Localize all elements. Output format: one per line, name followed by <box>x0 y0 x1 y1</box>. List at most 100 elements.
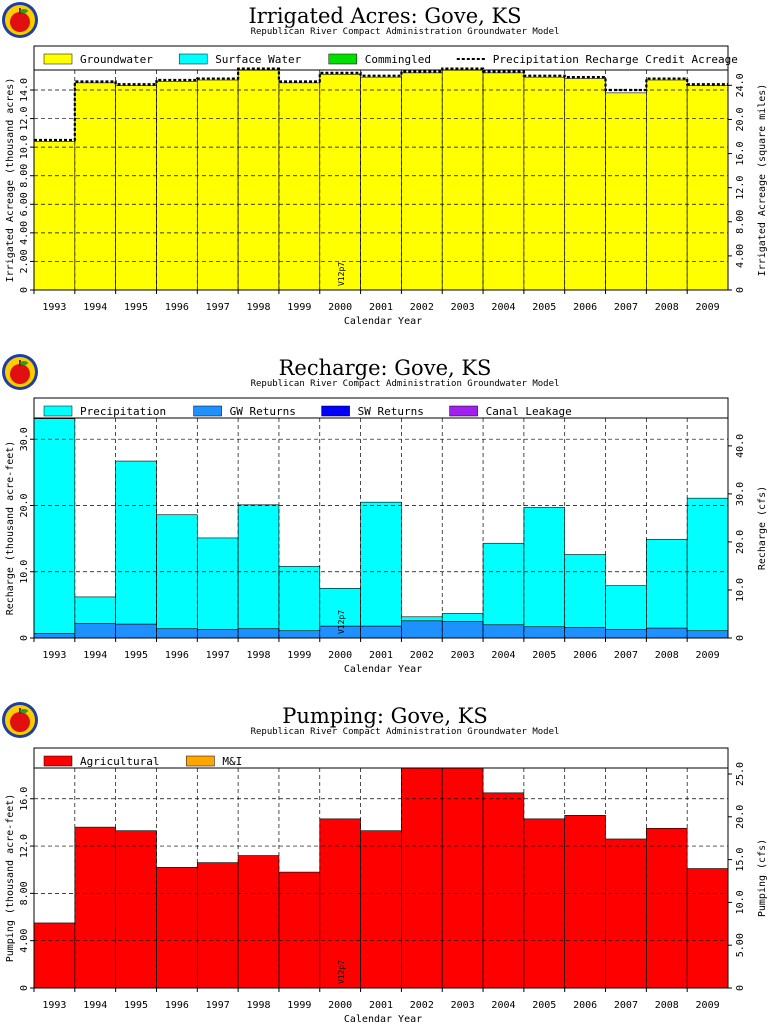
bar-segment <box>33 922 76 989</box>
x-tick-label: 1995 <box>124 1000 148 1011</box>
x-tick-label: 2006 <box>573 650 597 661</box>
y-tick-label-right: 40.0 <box>735 434 746 458</box>
x-tick-label: 2003 <box>451 302 475 313</box>
x-tick-label: 1997 <box>206 302 230 313</box>
bar-segment <box>401 616 443 622</box>
x-tick-label: 1999 <box>287 1000 311 1011</box>
bar-segment <box>278 82 321 291</box>
bar-segment <box>360 501 402 627</box>
bar-segment <box>646 538 688 629</box>
bar-segment <box>441 69 484 291</box>
bar-segment <box>605 838 647 989</box>
chart-subtitle: Republican River Compact Administration … <box>251 727 560 737</box>
plot-area <box>34 768 728 988</box>
bar-segment <box>564 554 606 628</box>
x-tick-label: 2003 <box>451 1000 475 1011</box>
apple-logo-icon <box>2 354 38 390</box>
y-tick-label: 30.0 <box>19 427 30 451</box>
legend-label: Agricultural <box>80 755 159 768</box>
legend-label: GW Returns <box>230 405 296 418</box>
x-tick-label: 1998 <box>246 302 270 313</box>
legend-swatch <box>321 405 350 417</box>
y-tick-label: 8.00 <box>19 164 30 188</box>
x-tick-label: 1995 <box>124 302 148 313</box>
bar-segment <box>319 588 361 627</box>
bar-segment <box>441 621 484 639</box>
x-tick-label: 2009 <box>696 650 720 661</box>
y-tick-label-right: 20.0 <box>735 530 746 554</box>
x-tick-label: 1996 <box>165 650 189 661</box>
y-tick-label: 12.0 <box>19 107 30 131</box>
x-tick-label: 2008 <box>655 650 679 661</box>
y-tick-label-right: 8.00 <box>735 210 746 234</box>
legend-label: Surface Water <box>215 53 301 66</box>
bar-segment <box>156 628 198 639</box>
legend-box <box>33 45 729 71</box>
bar-segment <box>278 871 321 989</box>
bar-segment <box>523 626 566 639</box>
bar-segment <box>237 69 280 291</box>
x-tick-label: 2005 <box>532 650 556 661</box>
x-tick-label: 2000 <box>328 302 352 313</box>
y-tick-label: 6.00 <box>19 192 30 216</box>
bar-segment <box>196 79 239 291</box>
bar-segment <box>564 815 606 989</box>
x-tick-label: 2001 <box>369 1000 393 1011</box>
bar-segment <box>360 830 402 989</box>
x-tick-label: 1998 <box>246 650 270 661</box>
legend-swatch <box>43 755 73 767</box>
chart-title: Pumping: Gove, KS <box>282 704 488 728</box>
bar-segment <box>482 542 525 626</box>
y-axis-label-right: Irrigated Acreage (square miles) <box>757 84 768 277</box>
y-axis-label: Irrigated Acreage (thousand acres) <box>5 78 16 283</box>
plot-frame <box>33 417 729 639</box>
x-tick-label: 2002 <box>410 650 434 661</box>
bar-segment <box>115 830 157 989</box>
bar-segment <box>686 630 729 639</box>
chart-subtitle: Republican River Compact Administration … <box>251 379 560 389</box>
bar-segment <box>401 620 443 639</box>
bar-segment <box>646 79 688 291</box>
y-axis-label: Pumping (thousand acre-feet) <box>5 794 16 963</box>
y-tick-label-right: 25.0 <box>735 762 746 786</box>
x-tick-label: 1999 <box>287 650 311 661</box>
bar-segment <box>686 868 729 989</box>
bar-segment <box>482 72 525 291</box>
legend-box <box>33 747 729 769</box>
y-tick-label-right: 15.0 <box>735 848 746 872</box>
y-tick-label-right: 4.00 <box>735 244 746 268</box>
x-tick-label: 2000 <box>328 650 352 661</box>
apple-logo-icon <box>2 2 38 38</box>
bar-segment <box>646 627 688 639</box>
bar-segment <box>319 818 361 989</box>
legend-box <box>33 397 729 419</box>
x-tick-label: 2008 <box>655 302 679 313</box>
y-tick-label-right: 24.0 <box>735 73 746 97</box>
x-tick-label: 1993 <box>42 650 66 661</box>
bar-segment <box>156 867 198 989</box>
y-tick-label-right: 0 <box>735 635 746 641</box>
y-tick-label: 4.00 <box>19 221 30 245</box>
bar-segment <box>115 623 157 639</box>
y-tick-label: 0 <box>19 985 30 991</box>
bar-segment <box>278 630 321 639</box>
y-tick-label: 10.0 <box>19 560 30 584</box>
y-tick-label-right: 30.0 <box>735 482 746 506</box>
bar-segment <box>74 82 116 291</box>
x-tick-label: 1997 <box>206 650 230 661</box>
bar-segment <box>523 76 566 291</box>
y-axis-label: Recharge (thousand acre-feet) <box>5 441 16 616</box>
y-tick-label-right: 10.0 <box>735 890 746 914</box>
y-tick-label: 0 <box>19 287 30 293</box>
y-tick-label: 2.00 <box>19 249 30 273</box>
bar-segment <box>237 504 280 630</box>
bar-segment <box>401 767 443 989</box>
plot-area <box>34 418 728 638</box>
x-tick-label: 2001 <box>369 650 393 661</box>
x-tick-label: 1999 <box>287 302 311 313</box>
bar-segment <box>564 78 606 291</box>
y-tick-label-right: 0 <box>735 287 746 293</box>
legend-swatch <box>449 405 478 417</box>
y-tick-label: 12.0 <box>19 834 30 858</box>
y-tick-label-right: 16.0 <box>735 142 746 166</box>
